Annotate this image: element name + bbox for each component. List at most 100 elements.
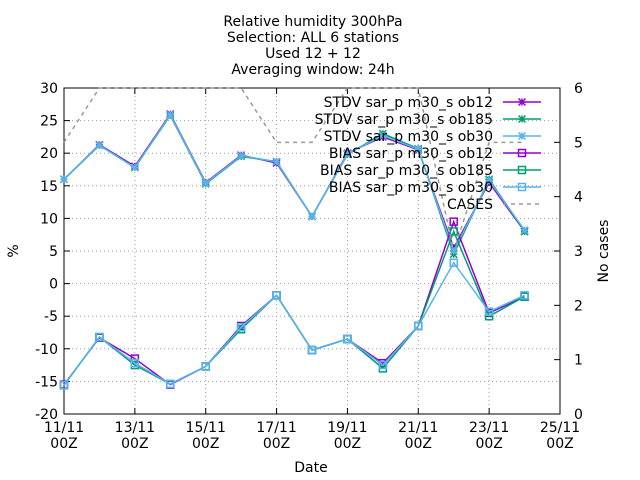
title-line: Selection: ALL 6 stations — [227, 30, 399, 46]
series-5 — [59, 258, 529, 390]
y2-tick-label: 1 — [574, 353, 583, 369]
x-axis-label: Date — [294, 460, 327, 476]
legend-item: STDV sar_p m30_s ob185 — [315, 112, 541, 128]
point — [201, 179, 210, 188]
y-tick-label: 5 — [49, 244, 58, 260]
point — [520, 291, 529, 300]
x-tick-label: 25/11 — [540, 420, 580, 436]
axes: -20-15-10-5051015202530012345611/1100Z13… — [35, 81, 583, 452]
point — [130, 358, 140, 368]
point — [449, 227, 458, 236]
legend-label: CASES — [447, 197, 493, 213]
point — [343, 149, 352, 158]
point — [414, 321, 423, 331]
point — [484, 307, 494, 316]
series-2 — [59, 110, 529, 256]
title-line: Averaging window: 24h — [231, 62, 394, 78]
x-tick-label: 11/11 — [44, 420, 84, 436]
legend-item: BIAS sar_p m30_s ob30 — [329, 180, 541, 196]
y-tick-label: -15 — [35, 374, 58, 390]
point — [343, 334, 352, 344]
point — [166, 379, 175, 389]
y-tick-label: 0 — [49, 277, 58, 293]
point — [449, 258, 458, 267]
y2-tick-label: 3 — [574, 244, 583, 260]
legend-label: STDV sar_p m30_s ob185 — [315, 112, 493, 128]
legend-item: BIAS sar_p m30_s ob185 — [320, 163, 541, 179]
point — [517, 97, 527, 107]
legend-item: STDV sar_p m30_s ob12 — [324, 95, 541, 111]
legend-item: STDV sar_p m30_s ob30 — [324, 129, 541, 145]
x-tick-label: 21/11 — [398, 420, 438, 436]
y-tick-label: 10 — [40, 211, 58, 227]
x-tick-label: 13/11 — [115, 420, 155, 436]
y-tick-label: 20 — [40, 146, 58, 162]
y2-axis-label: No cases — [596, 220, 612, 283]
point — [517, 148, 527, 158]
y-tick-label: 15 — [40, 179, 58, 195]
series-line — [63, 261, 525, 386]
point — [272, 291, 281, 300]
x-tick-label: 00Z — [475, 436, 502, 452]
point — [237, 151, 246, 160]
y-axis-label: % — [6, 244, 22, 257]
legend-label: STDV sar_p m30_s ob12 — [324, 95, 493, 111]
point — [449, 217, 458, 226]
point — [517, 182, 527, 192]
legend-label: BIAS sar_p m30_s ob30 — [329, 180, 493, 196]
y2-tick-label: 0 — [574, 407, 583, 423]
x-tick-label: 00Z — [546, 436, 573, 452]
point — [130, 163, 139, 172]
x-tick-label: 23/11 — [469, 420, 509, 436]
legend-item: BIAS sar_p m30_s ob12 — [329, 146, 541, 162]
y2-tick-label: 5 — [574, 135, 583, 151]
x-tick-label: 19/11 — [327, 420, 367, 436]
series-6 — [63, 87, 525, 254]
point — [517, 114, 527, 124]
y2-tick-label: 2 — [574, 298, 583, 314]
point — [95, 141, 104, 150]
point — [59, 175, 69, 184]
y-tick-label: 30 — [40, 81, 58, 97]
y-tick-label: -20 — [35, 407, 58, 423]
x-tick-label: 15/11 — [186, 420, 226, 436]
y-tick-label: 25 — [40, 114, 58, 130]
point — [307, 212, 317, 221]
point — [484, 311, 494, 321]
point — [485, 176, 494, 185]
x-tick-label: 00Z — [121, 436, 148, 452]
x-tick-label: 00Z — [263, 436, 290, 452]
point — [414, 145, 423, 154]
y-tick-label: -5 — [44, 309, 58, 325]
y2-tick-label: 4 — [574, 190, 583, 206]
point — [307, 345, 317, 355]
x-tick-label: 00Z — [405, 436, 432, 452]
title-line: Used 12 + 12 — [265, 46, 361, 62]
point — [201, 362, 210, 371]
series-line — [63, 113, 526, 253]
legend-label: BIAS sar_p m30_s ob185 — [320, 163, 493, 179]
series — [59, 87, 529, 390]
legend-label: BIAS sar_p m30_s ob12 — [329, 146, 493, 162]
point — [95, 332, 104, 342]
point — [517, 165, 527, 175]
legend-item: CASES — [447, 197, 541, 213]
x-tick-label: 00Z — [334, 436, 361, 452]
legend-label: STDV sar_p m30_s ob30 — [324, 129, 493, 145]
point — [378, 360, 388, 370]
x-tick-label: 17/11 — [256, 420, 296, 436]
x-tick-label: 00Z — [192, 436, 219, 452]
x-tick-label: 00Z — [50, 436, 77, 452]
point — [520, 226, 529, 235]
point — [378, 131, 387, 140]
point — [272, 157, 281, 166]
title-line: Relative humidity 300hPa — [223, 14, 402, 30]
series-line — [63, 87, 525, 254]
y-tick-label: -10 — [35, 342, 58, 358]
y2-tick-label: 6 — [574, 81, 583, 97]
point — [517, 131, 527, 141]
point — [166, 110, 175, 119]
